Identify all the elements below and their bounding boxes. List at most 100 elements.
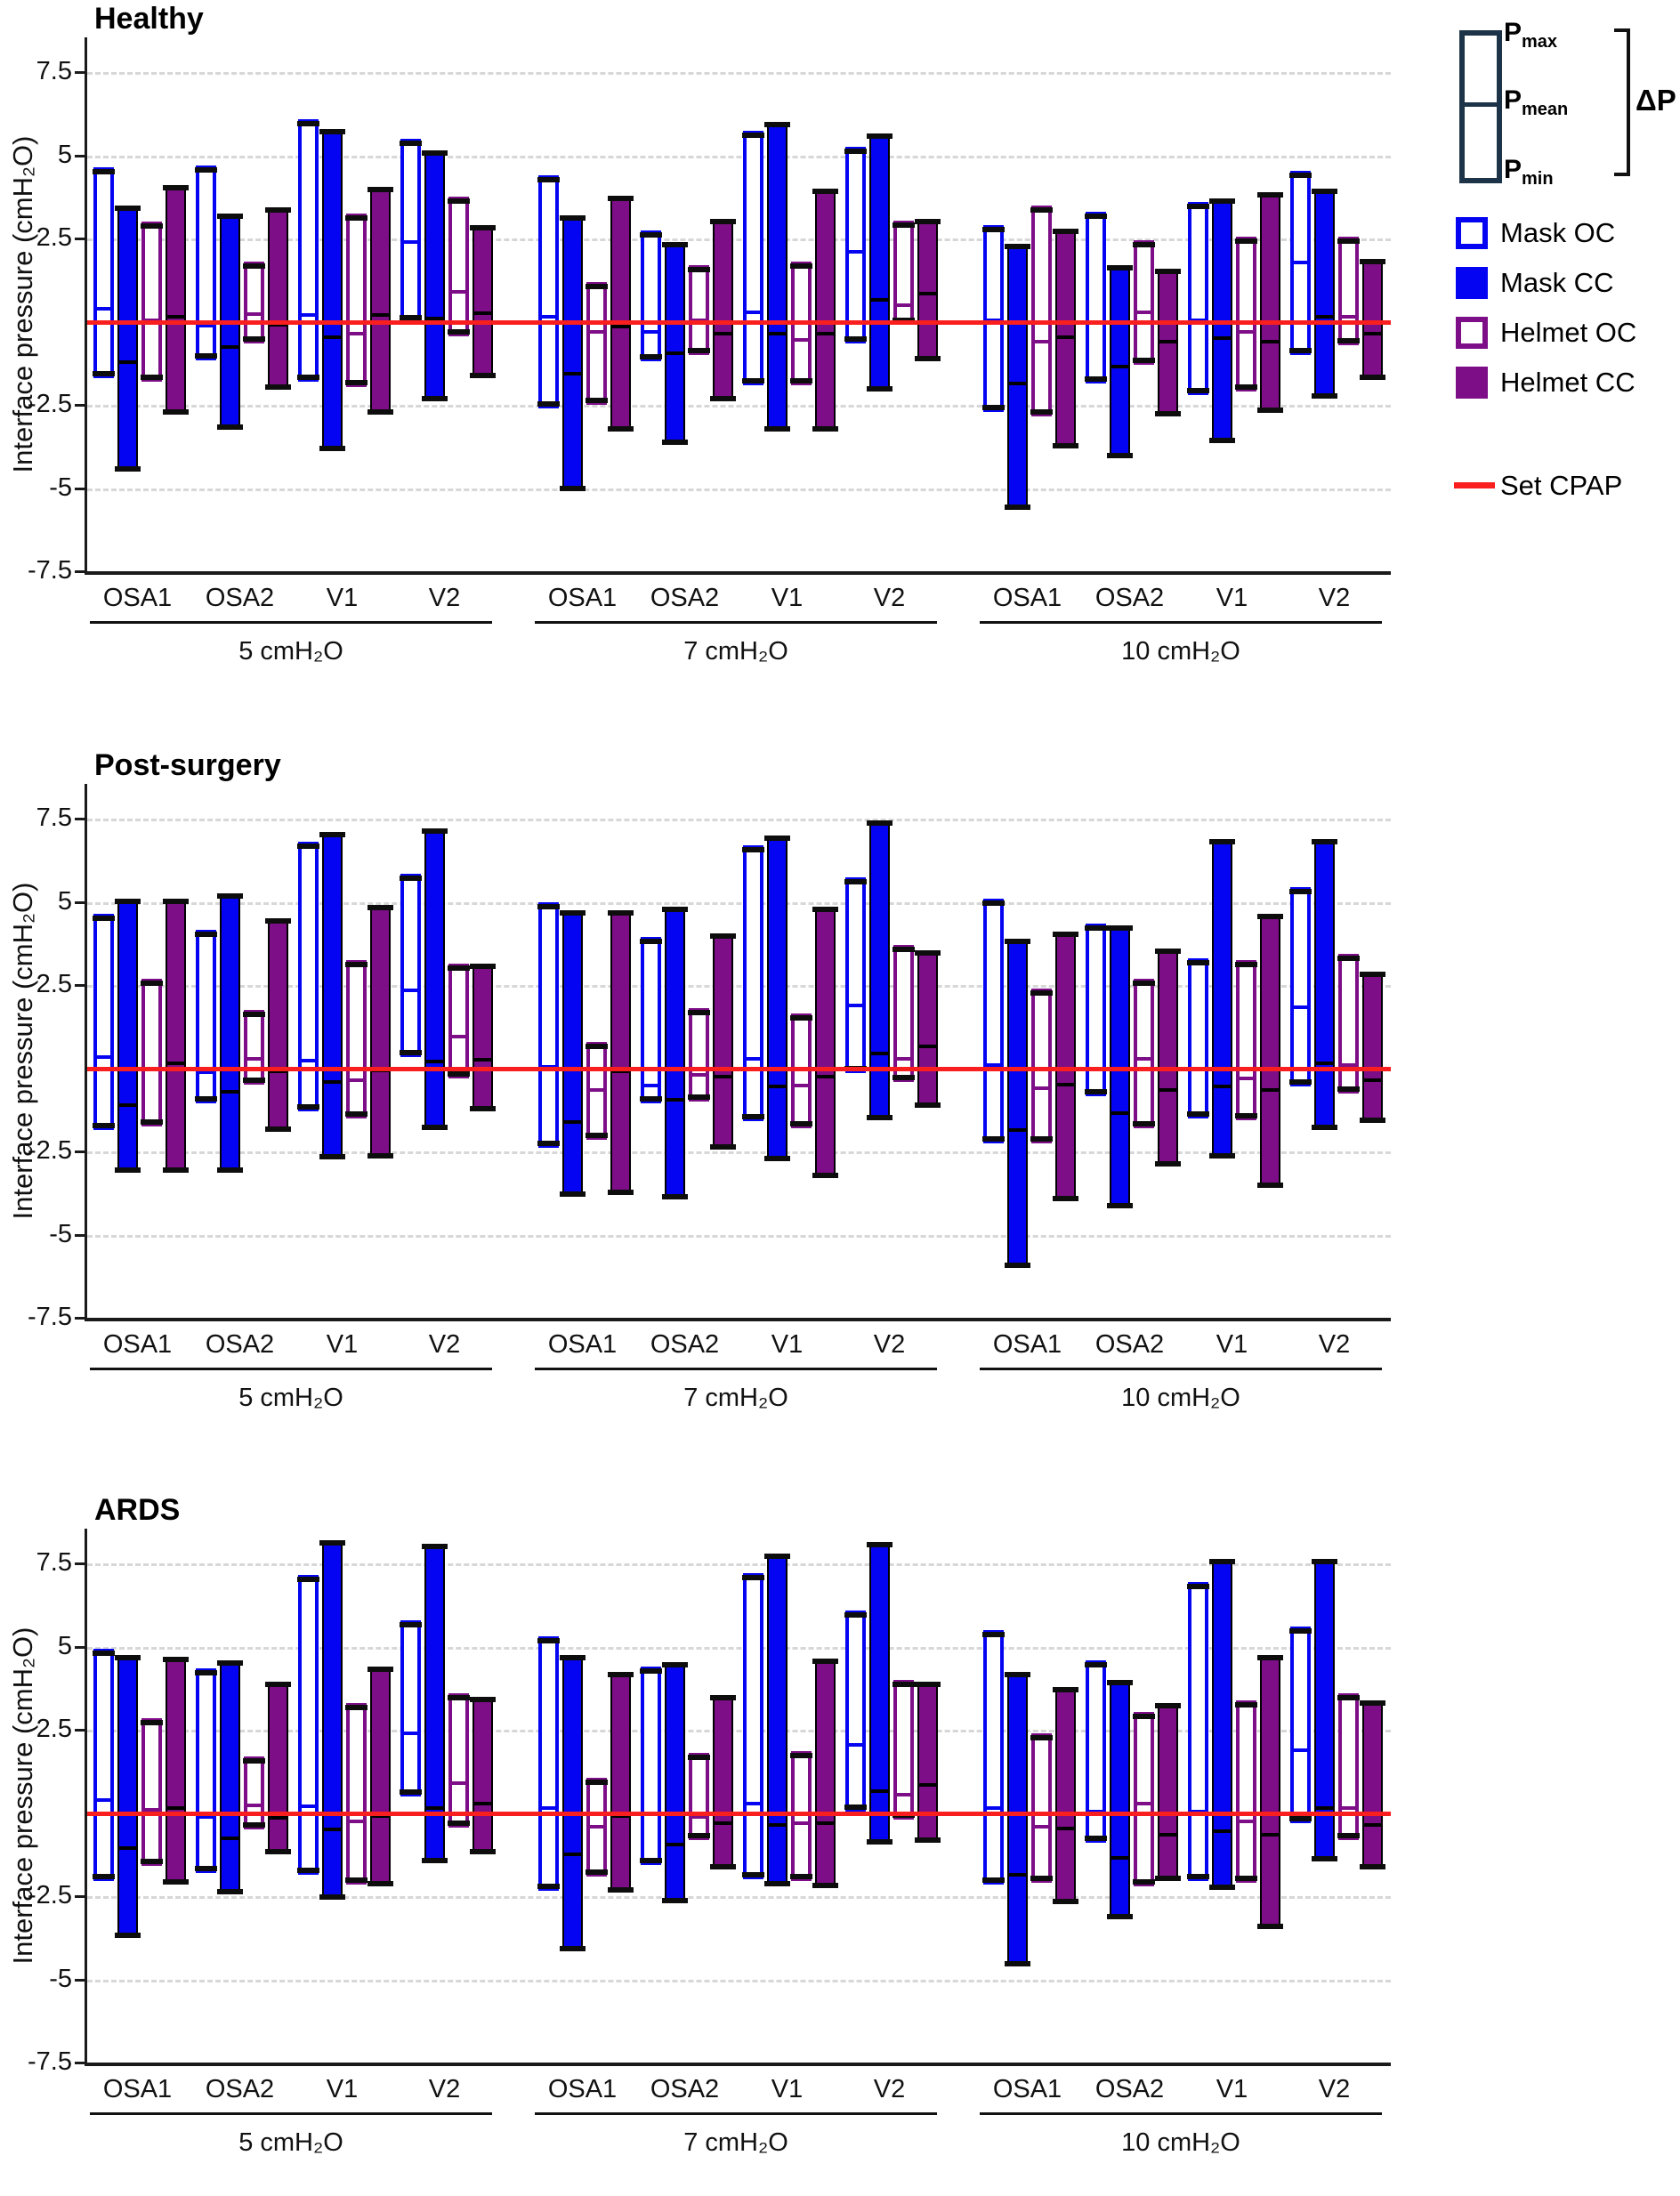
y-tick-mark	[75, 1645, 87, 1649]
pmin-cap	[764, 425, 790, 432]
range-bar-v1-helmet_cc	[812, 1658, 838, 1888]
pmin-cap	[217, 1167, 243, 1174]
range-bar-v2-mask_oc	[1289, 170, 1312, 355]
y-tick-label: -7.5	[28, 2047, 72, 2076]
pmax-cap	[1209, 1558, 1235, 1564]
pmax-cap	[1360, 258, 1385, 264]
pmax-cap	[982, 900, 1005, 906]
range-bar-v2-helmet_cc	[470, 963, 496, 1112]
range-bar-v2-mask_oc	[844, 1610, 867, 1812]
pmin-cap	[1257, 1924, 1283, 1930]
pmean-line	[795, 1821, 808, 1826]
pmax-cap	[163, 1656, 189, 1662]
pmean-line	[919, 291, 936, 295]
gridline	[87, 238, 1391, 242]
y-tick-mark	[75, 900, 87, 904]
pmean-line	[119, 1102, 136, 1107]
pmean-line	[474, 1058, 491, 1062]
pmean-line	[324, 1828, 341, 1832]
pmean-line	[1316, 315, 1333, 319]
range-bar-osa1-mask_cc	[115, 1655, 141, 1938]
pmax-cap	[1187, 960, 1209, 966]
pmean-line	[247, 1803, 261, 1807]
range-bar-osa1-mask_oc	[93, 1648, 115, 1882]
pmax-cap	[1337, 238, 1360, 245]
y-axis-label: Interface pressure (cmH₂O)	[7, 1627, 38, 1965]
pmax-cap	[1257, 1655, 1283, 1661]
pmin-cap	[1107, 1202, 1133, 1208]
pmean-line	[849, 250, 862, 254]
pmax-cap	[345, 1705, 368, 1711]
pmax-cap	[319, 832, 345, 838]
pmax-cap	[400, 1621, 422, 1627]
pmean-line	[871, 298, 888, 303]
pmax-cap	[93, 915, 115, 921]
pmean-line	[199, 1814, 213, 1819]
range-bar-osa1-mask_oc	[537, 1636, 560, 1892]
pmin-cap	[710, 396, 736, 402]
pmin-cap	[560, 1945, 586, 1951]
pmean-line	[302, 313, 315, 318]
x-tick-osa2: OSA2	[1094, 584, 1165, 612]
legend-item-label: Set CPAP	[1500, 470, 1623, 501]
pmean-line	[426, 1806, 443, 1811]
pmin-cap	[368, 1152, 393, 1159]
pmax-cap	[1312, 838, 1337, 844]
range-bar-osa1-helmet_cc	[608, 1671, 634, 1893]
range-bar-osa1-helmet_oc	[141, 978, 163, 1127]
range-bar-osa2-mask_cc	[1107, 265, 1133, 458]
pmean-line	[1316, 1062, 1333, 1066]
pmean-line	[1294, 1005, 1307, 1009]
pmean-line	[199, 323, 213, 327]
pmax-cap	[1289, 888, 1312, 894]
range-bar-v2-helmet_cc	[1360, 1699, 1385, 1870]
pmax-cap	[710, 218, 736, 224]
pmin-cap	[1053, 1899, 1078, 1905]
pmax-cap	[1187, 204, 1209, 210]
range-bar-v2-helmet_cc	[915, 1681, 941, 1844]
pmean-line	[1057, 1083, 1074, 1087]
pmax-cap	[163, 185, 189, 191]
range-bar-v2-mask_cc	[867, 1541, 892, 1845]
pmean-line	[167, 1806, 184, 1811]
y-tick-label: -5	[49, 1964, 72, 1993]
pmax-cap	[742, 132, 764, 138]
range-bar-osa2-mask_oc	[640, 936, 662, 1103]
pmax-cap	[812, 189, 838, 195]
range-bar-osa1-mask_cc	[560, 215, 586, 492]
pmean-line	[1057, 1826, 1074, 1830]
x-tick-osa2: OSA2	[1094, 1330, 1165, 1359]
pmean-line	[1159, 1833, 1176, 1837]
pmean-line	[795, 1083, 808, 1087]
pmin-cap	[345, 379, 368, 385]
pmin-cap	[265, 384, 291, 391]
range-bar-v1-helmet_oc	[345, 214, 368, 387]
pmean-line	[987, 1063, 1000, 1068]
y-tick-mark	[75, 1729, 87, 1732]
pmax-cap	[812, 1658, 838, 1664]
pmax-cap	[812, 907, 838, 913]
pmin-cap	[1360, 1864, 1385, 1870]
pmean-line	[987, 1806, 1000, 1811]
legend-item-label: Helmet OC	[1500, 317, 1637, 348]
y-tick-mark	[75, 1150, 87, 1154]
range-bar-osa2-mask_oc	[640, 1667, 662, 1865]
pmax-cap	[764, 835, 790, 841]
pmin-cap	[470, 1106, 496, 1112]
pmin-cap	[812, 1882, 838, 1888]
pmax-cap	[1289, 172, 1312, 178]
pmax-cap	[115, 205, 141, 211]
pmax-cap	[662, 1661, 688, 1667]
range-bar-osa2-helmet_oc	[688, 1008, 710, 1102]
pmean-line	[564, 1119, 581, 1124]
set-cpap-line	[87, 1066, 1391, 1071]
range-bar-v1-helmet_cc	[812, 189, 838, 432]
y-tick-label: -5	[49, 472, 72, 502]
pmin-cap	[1005, 504, 1030, 510]
pmax-cap	[1155, 949, 1181, 955]
pmax-cap	[915, 218, 941, 224]
pmean-line	[324, 1079, 341, 1084]
pmin-cap	[1107, 1914, 1133, 1920]
pressure-group-underline	[90, 1368, 492, 1370]
y-tick-label: 5	[57, 140, 72, 169]
